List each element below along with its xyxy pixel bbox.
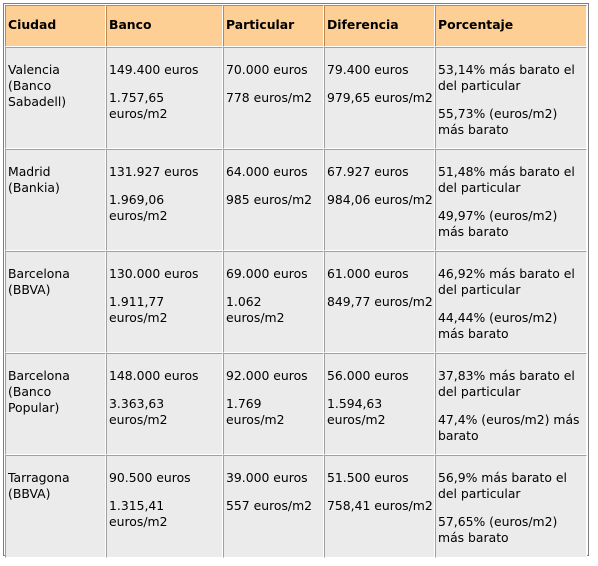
cell-diferencia: 67.927 euros 984,06 euros/m2	[324, 149, 435, 251]
banco-per-m2: 1.757,65 euros/m2	[109, 90, 168, 121]
porcentaje-per-m2: 47,4% (euros/m2) más barato	[438, 412, 580, 443]
particular-per-m2: 557 euros/m2	[226, 498, 313, 513]
porcentaje-per-m2: 55,73% (euros/m2) más barato	[438, 106, 558, 137]
price-comparison-table: Ciudad Banco Particular Diferencia Porce…	[5, 5, 587, 558]
table-row: Barcelona (BBVA) 130.000 euros 1.911,77 …	[5, 251, 587, 353]
cell-diferencia: 56.000 euros 1.594,63 euros/m2	[324, 353, 435, 455]
banco-per-m2: 1.969,06 euros/m2	[109, 192, 168, 223]
banco-total: 148.000 euros	[109, 368, 199, 383]
porcentaje-per-m2: 57,65% (euros/m2) más barato	[438, 514, 558, 545]
banco-per-m2: 1.315,41 euros/m2	[109, 498, 168, 529]
banco-per-m2: 3.363,63 euros/m2	[109, 396, 168, 427]
cell-diferencia: 61.000 euros 849,77 euros/m2	[324, 251, 435, 353]
banco-total: 131.927 euros	[109, 164, 199, 179]
porcentaje-total: 53,14% más barato el del particular	[438, 62, 575, 93]
cell-ciudad: Valencia (Banco Sabadell)	[5, 47, 106, 149]
diferencia-total: 67.927 euros	[327, 164, 409, 179]
banco-total: 90.500 euros	[109, 470, 191, 485]
diferencia-per-m2: 849,77 euros/m2	[327, 294, 433, 309]
particular-total: 69.000 euros	[226, 266, 308, 281]
particular-total: 92.000 euros	[226, 368, 308, 383]
cell-porcentaje: 51,48% más barato el del particular 49,9…	[435, 149, 587, 251]
diferencia-total: 61.000 euros	[327, 266, 409, 281]
banco-total: 149.400 euros	[109, 62, 199, 77]
cell-porcentaje: 46,92% más barato el del particular 44,4…	[435, 251, 587, 353]
cell-ciudad: Tarragona (BBVA)	[5, 455, 106, 558]
particular-total: 70.000 euros	[226, 62, 308, 77]
porcentaje-total: 56,9% más barato el del particular	[438, 470, 567, 501]
porcentaje-total: 51,48% más barato el del particular	[438, 164, 575, 195]
diferencia-total: 51.500 euros	[327, 470, 409, 485]
diferencia-per-m2: 979,65 euros/m2	[327, 90, 433, 105]
diferencia-per-m2: 758,41 euros/m2	[327, 498, 433, 513]
header-particular: Particular	[223, 5, 324, 47]
diferencia-per-m2: 984,06 euros/m2	[327, 192, 433, 207]
header-diferencia: Diferencia	[324, 5, 435, 47]
banco-per-m2: 1.911,77 euros/m2	[109, 294, 168, 325]
cell-banco: 130.000 euros 1.911,77 euros/m2	[106, 251, 223, 353]
diferencia-per-m2: 1.594,63 euros/m2	[327, 396, 386, 427]
cell-ciudad: Barcelona (Banco Popular)	[5, 353, 106, 455]
table-row: Tarragona (BBVA) 90.500 euros 1.315,41 e…	[5, 455, 587, 558]
cell-porcentaje: 53,14% más barato el del particular 55,7…	[435, 47, 587, 149]
header-banco: Banco	[106, 5, 223, 47]
porcentaje-total: 46,92% más barato el del particular	[438, 266, 575, 297]
porcentaje-per-m2: 44,44% (euros/m2) más barato	[438, 310, 558, 341]
banco-total: 130.000 euros	[109, 266, 199, 281]
particular-total: 39.000 euros	[226, 470, 308, 485]
cell-particular: 39.000 euros 557 euros/m2	[223, 455, 324, 558]
cell-banco: 131.927 euros 1.969,06 euros/m2	[106, 149, 223, 251]
cell-banco: 149.400 euros 1.757,65 euros/m2	[106, 47, 223, 149]
cell-ciudad: Madrid (Bankia)	[5, 149, 106, 251]
cell-particular: 92.000 euros 1.769 euros/m2	[223, 353, 324, 455]
cell-particular: 64.000 euros 985 euros/m2	[223, 149, 324, 251]
particular-total: 64.000 euros	[226, 164, 308, 179]
table-row: Valencia (Banco Sabadell) 149.400 euros …	[5, 47, 587, 149]
table-frame: Ciudad Banco Particular Diferencia Porce…	[3, 3, 589, 558]
header-row: Ciudad Banco Particular Diferencia Porce…	[5, 5, 587, 47]
cell-ciudad: Barcelona (BBVA)	[5, 251, 106, 353]
cell-particular: 70.000 euros 778 euros/m2	[223, 47, 324, 149]
cell-porcentaje: 56,9% más barato el del particular 57,65…	[435, 455, 587, 558]
header-ciudad: Ciudad	[5, 5, 106, 47]
table-row: Barcelona (Banco Popular) 148.000 euros …	[5, 353, 587, 455]
particular-per-m2: 778 euros/m2	[226, 90, 313, 105]
particular-per-m2: 1.769 euros/m2	[226, 396, 285, 427]
diferencia-total: 56.000 euros	[327, 368, 409, 383]
cell-banco: 90.500 euros 1.315,41 euros/m2	[106, 455, 223, 558]
porcentaje-total: 37,83% más barato el del particular	[438, 368, 575, 399]
cell-diferencia: 79.400 euros 979,65 euros/m2	[324, 47, 435, 149]
cell-banco: 148.000 euros 3.363,63 euros/m2	[106, 353, 223, 455]
cell-porcentaje: 37,83% más barato el del particular 47,4…	[435, 353, 587, 455]
particular-per-m2: 1.062 euros/m2	[226, 294, 285, 325]
porcentaje-per-m2: 49,97% (euros/m2) más barato	[438, 208, 558, 239]
header-porcentaje: Porcentaje	[435, 5, 587, 47]
cell-particular: 69.000 euros 1.062 euros/m2	[223, 251, 324, 353]
table-row: Madrid (Bankia) 131.927 euros 1.969,06 e…	[5, 149, 587, 251]
particular-per-m2: 985 euros/m2	[226, 192, 313, 207]
cell-diferencia: 51.500 euros 758,41 euros/m2	[324, 455, 435, 558]
diferencia-total: 79.400 euros	[327, 62, 409, 77]
